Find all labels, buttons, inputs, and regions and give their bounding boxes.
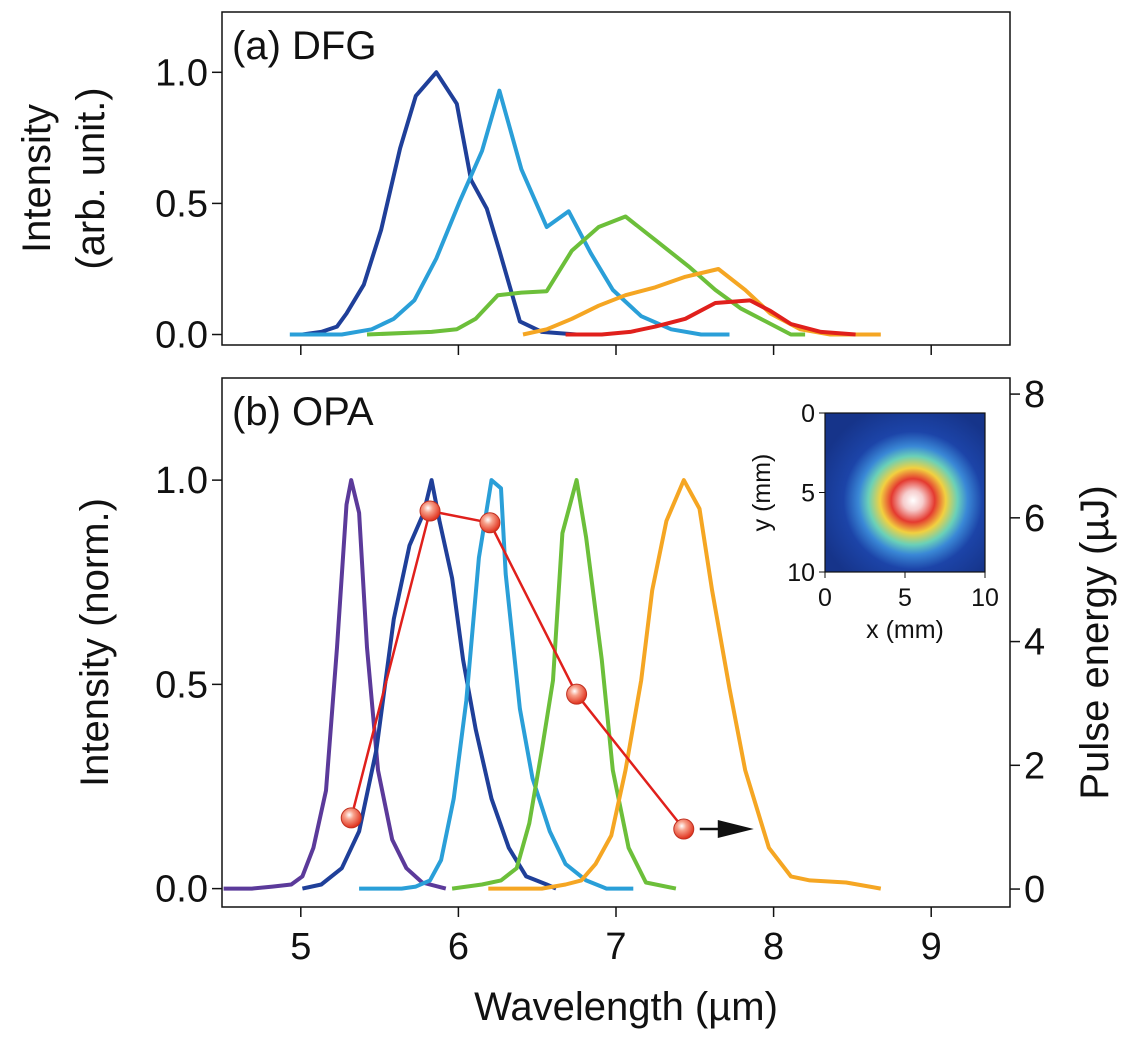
- x-tick-label: 6: [448, 926, 469, 968]
- y-tick-label: 1.0: [155, 460, 208, 502]
- y-axis-label: Intensity (norm.): [73, 498, 117, 787]
- y-axis-label: Intensity: [15, 104, 59, 253]
- energy-point: [567, 684, 587, 704]
- x-axis-label: Wavelength (µm): [474, 985, 778, 1029]
- panel-title: (a) DFG: [232, 24, 376, 68]
- inset-x-tick-label: 5: [898, 584, 912, 612]
- y2-tick-label: 6: [1024, 498, 1045, 540]
- spectrum-line: [566, 300, 856, 334]
- inset-x-tick-label: 10: [971, 584, 999, 612]
- x-tick-label: 8: [763, 926, 784, 968]
- spectrum-line: [302, 72, 598, 334]
- y-tick-label: 1.0: [155, 52, 208, 94]
- y-tick-label: 0.0: [155, 869, 208, 911]
- spectrum-line: [367, 217, 805, 335]
- beam-profile-image: [825, 413, 985, 572]
- energy-point: [420, 501, 440, 521]
- inset-y-tick-label: 10: [787, 559, 815, 587]
- panel-title: (b) OPA: [232, 390, 374, 434]
- axis-arrow-head: [718, 820, 754, 838]
- y-tick-label: 0.5: [155, 664, 208, 706]
- x-tick-label: 9: [921, 926, 942, 968]
- inset-y-tick-label: 0: [801, 400, 815, 428]
- y2-tick-label: 4: [1024, 622, 1045, 664]
- energy-point: [341, 808, 361, 828]
- x-tick-label: 5: [290, 926, 311, 968]
- y2-tick-label: 2: [1024, 745, 1045, 787]
- y2-tick-label: 0: [1024, 869, 1045, 911]
- y-tick-label: 0.0: [155, 315, 208, 357]
- inset-y-tick-label: 5: [801, 480, 815, 508]
- energy-point: [480, 513, 500, 533]
- y2-tick-label: 8: [1024, 374, 1045, 416]
- spectrum-line: [359, 480, 633, 888]
- inset-x-label: x (mm): [866, 616, 944, 644]
- energy-point: [674, 819, 694, 839]
- y2-axis-label: Pulse energy (µJ): [1073, 485, 1117, 799]
- y-tick-label: 0.5: [155, 183, 208, 225]
- y-axis-label: (arb. unit.): [69, 87, 113, 269]
- figure: 0.0 0.5 1.0 (a) DFG Intensity(arb. unit.) 5 6 7…: [0, 0, 1125, 1034]
- inset-x-tick-label: 0: [818, 584, 832, 612]
- inset-y-label: y (mm): [748, 454, 776, 532]
- x-tick-label: 7: [605, 926, 626, 968]
